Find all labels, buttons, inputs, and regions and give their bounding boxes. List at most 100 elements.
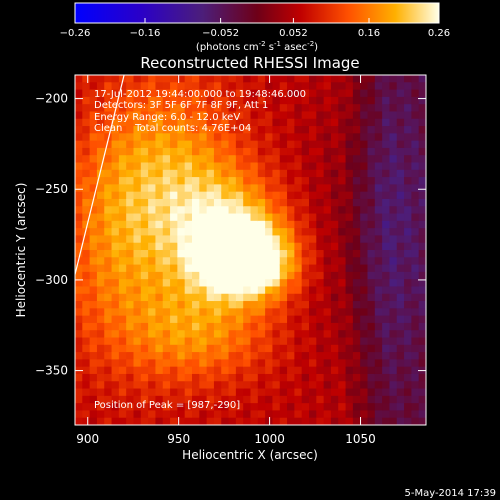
heatmap-cell — [162, 242, 171, 251]
heatmap-cell — [184, 96, 193, 105]
heatmap-cell — [345, 206, 354, 215]
heatmap-cell — [287, 147, 295, 156]
heatmap-cell — [272, 126, 281, 134]
heatmap-cell — [330, 184, 339, 193]
heatmap-cell — [294, 111, 303, 120]
heatmap-cell — [338, 133, 347, 142]
heatmap-cell — [301, 198, 310, 207]
heatmap-cell — [411, 301, 420, 309]
heatmap-cell — [184, 388, 193, 397]
heatmap-cell — [243, 410, 252, 419]
heatmap-cell — [133, 133, 142, 142]
heatmap-cell — [206, 111, 215, 120]
heatmap-cell — [184, 373, 193, 382]
heatmap-cell — [338, 169, 347, 178]
heatmap-cell — [330, 242, 339, 251]
heatmap-cell — [75, 293, 83, 302]
heatmap-cell — [148, 177, 157, 185]
heatmap-cell — [374, 344, 383, 353]
heatmap-cell — [316, 308, 325, 317]
heatmap-cell — [272, 118, 281, 127]
heatmap-cell — [133, 286, 142, 295]
heatmap-cell — [287, 322, 295, 331]
heatmap-cell — [177, 410, 186, 419]
heatmap-cell — [250, 388, 259, 397]
heatmap-cell — [82, 147, 91, 156]
heatmap-cell — [389, 133, 398, 142]
heatmap-cell — [257, 235, 266, 244]
heatmap-cell — [345, 301, 354, 309]
heatmap-cell — [382, 286, 391, 295]
heatmap-cell — [389, 301, 398, 309]
heatmap-cell — [228, 184, 237, 193]
heatmap-cell — [257, 286, 266, 295]
heatmap-cell — [177, 279, 186, 288]
heatmap-cell — [155, 177, 164, 185]
heatmap-cell — [221, 373, 230, 382]
heatmap-cell — [272, 228, 281, 237]
heatmap-cell — [345, 191, 354, 200]
heatmap-cell — [338, 395, 347, 404]
heatmap-cell — [235, 104, 244, 113]
heatmap-cell — [104, 395, 113, 404]
heatmap-cell — [235, 235, 244, 244]
heatmap-cell — [170, 191, 178, 200]
heatmap-cell — [338, 96, 347, 105]
heatmap-cell — [396, 118, 405, 127]
heatmap-cell — [309, 286, 317, 295]
heatmap-cell — [170, 235, 178, 244]
heatmap-cell — [411, 184, 420, 193]
heatmap-cell — [404, 96, 412, 105]
heatmap-cell — [133, 271, 142, 280]
heatmap-cell — [287, 155, 295, 164]
heatmap-cell — [360, 162, 369, 171]
heatmap-cell — [126, 373, 135, 382]
heatmap-cell — [345, 126, 354, 134]
heatmap-cell — [104, 301, 113, 309]
heatmap-cell — [148, 89, 157, 98]
heatmap-cell — [89, 395, 98, 404]
heatmap-cell — [177, 133, 186, 142]
y-axis-label: Heliocentric Y (arcsec) — [14, 183, 28, 318]
heatmap-cell — [155, 373, 164, 382]
heatmap-cell — [404, 330, 412, 339]
heatmap-cell — [396, 242, 405, 251]
heatmap-cell — [352, 177, 361, 185]
heatmap-cell — [338, 75, 347, 83]
heatmap-cell — [221, 111, 230, 120]
heatmap-cell — [148, 220, 157, 229]
heatmap-cell — [148, 242, 157, 251]
colorbar-tick-label: 0.16 — [358, 28, 380, 39]
heatmap-cell — [330, 410, 339, 419]
heatmap-cell — [411, 410, 420, 419]
heatmap-cell — [162, 388, 171, 397]
heatmap-cell — [374, 235, 383, 244]
heatmap-cell — [96, 89, 105, 98]
heatmap-cell — [250, 271, 259, 280]
heatmap-cell — [235, 162, 244, 171]
heatmap-cell — [170, 118, 178, 127]
heatmap-cell — [192, 279, 200, 288]
heatmap-cell — [82, 271, 91, 280]
heatmap-cell — [118, 206, 127, 215]
heatmap-cell — [360, 271, 369, 280]
heatmap-cell — [367, 147, 376, 156]
heatmap-cell — [118, 257, 127, 266]
heatmap-cell — [418, 264, 426, 273]
heatmap-cell — [294, 264, 303, 273]
heatmap-cell — [404, 235, 412, 244]
heatmap-cell — [411, 279, 420, 288]
heatmap-cell — [345, 104, 354, 113]
heatmap-cell — [352, 286, 361, 295]
heatmap-cell — [250, 147, 259, 156]
heatmap-cell — [330, 337, 339, 346]
heatmap-cell — [96, 162, 105, 171]
heatmap-cell — [133, 279, 142, 288]
heatmap-cell — [75, 162, 83, 171]
heatmap-cell — [404, 126, 412, 134]
heatmap-cell — [418, 403, 426, 412]
heatmap-cell — [287, 315, 295, 324]
heatmap-cell — [418, 301, 426, 309]
heatmap-cell — [140, 213, 149, 222]
heatmap-cell — [243, 75, 252, 83]
